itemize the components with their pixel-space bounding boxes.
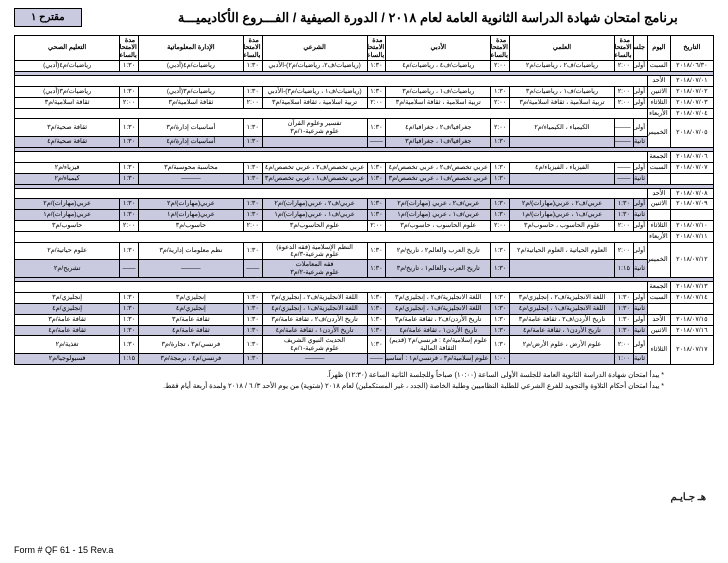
hdr-day: اليوم	[648, 36, 671, 61]
hdr-dur: مدة الامتحان بالساعة	[367, 36, 386, 61]
hdr-health: التعليم الصحي	[15, 36, 120, 61]
hdr-lit: الأدبي	[386, 36, 491, 61]
note-2: * يبدأ امتحان أحكام التلاوة والتجويد للف…	[14, 382, 664, 393]
signature-stamp: هـ جـايـم	[670, 492, 706, 503]
hdr-info: الإدارة المعلوماتية	[138, 36, 243, 61]
hdr-sess: جلسة	[633, 36, 647, 61]
hdr-dur: مدة الامتحان بالساعة	[243, 36, 262, 61]
page-title: برنامج امتحان شهادة الدراسة الثانوية الع…	[82, 10, 714, 26]
note-1: * يبدأ امتحان شهادة الدراسة الثانوية الع…	[14, 371, 664, 382]
hdr-dur: مدة الامتحان بالساعة	[120, 36, 139, 61]
proposal-badge: مقترح ١	[14, 8, 82, 27]
hdr-dur: مدة الامتحان بالساعة	[615, 36, 634, 61]
hdr-dur: مدة الامتحان بالساعة	[491, 36, 510, 61]
hdr-date: التاريخ	[670, 36, 713, 61]
form-number: Form # QF 61 - 15 Rev.a	[14, 545, 113, 555]
exam-schedule-table: التاريخاليومجلسة مدة الامتحان بالساعةالع…	[14, 35, 714, 365]
hdr-shar: الشرعي	[262, 36, 367, 61]
hdr-sci: العلمي	[509, 36, 614, 61]
